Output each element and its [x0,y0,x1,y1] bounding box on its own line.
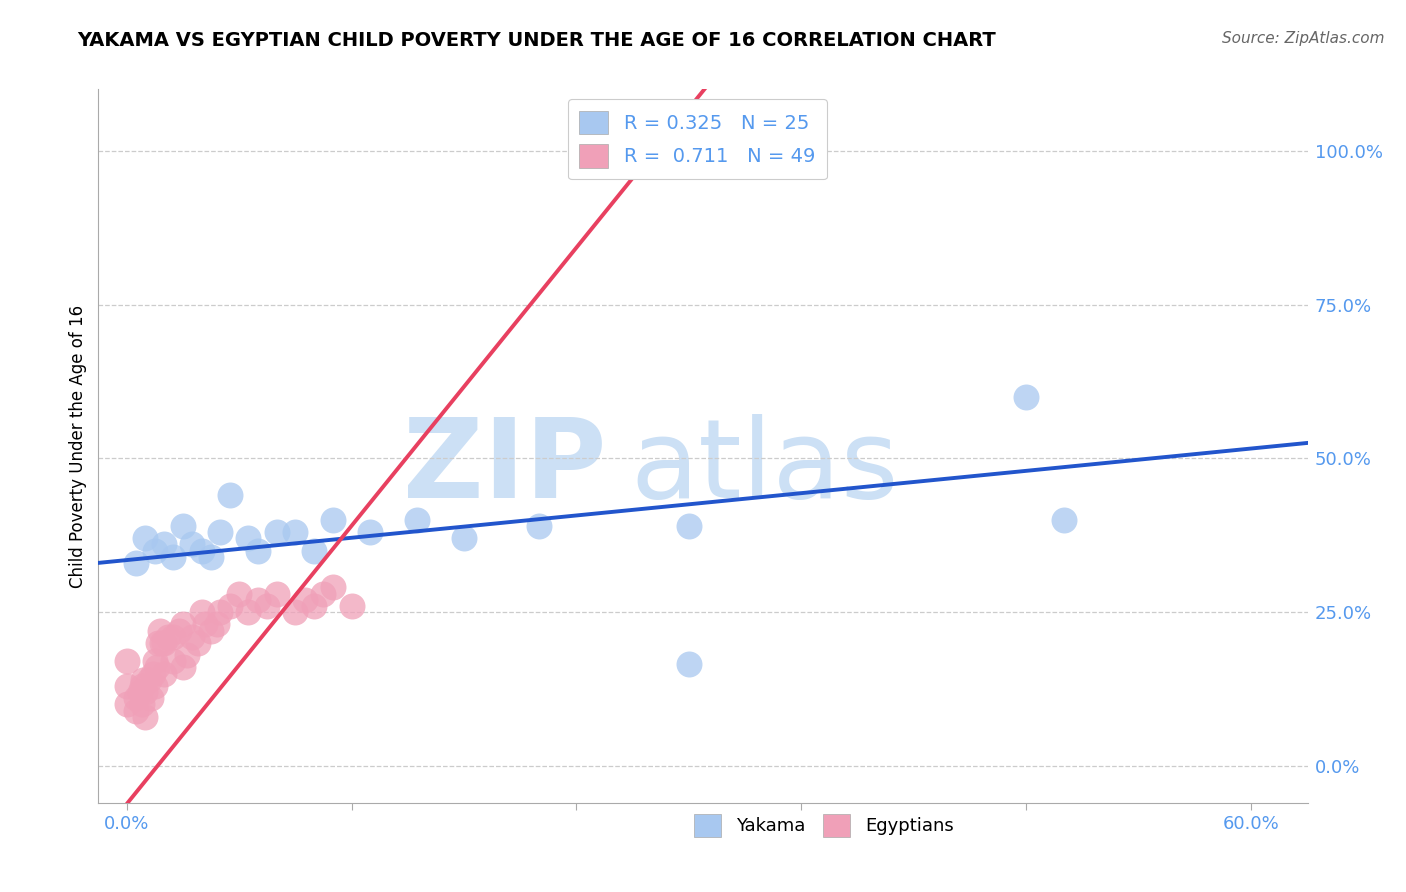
Point [149,624,172,638]
Point [200,549,222,564]
Point [312,587,335,601]
Point [172,519,194,533]
Point [200,624,222,638]
Point [167,624,190,638]
Point [115,698,138,712]
Point [302,599,325,613]
Point [145,660,167,674]
Point [134,709,156,723]
Text: Source: ZipAtlas.com: Source: ZipAtlas.com [1222,31,1385,46]
Point [153,636,176,650]
Point [228,587,250,601]
Point [266,525,288,540]
Point [187,636,209,650]
Point [134,531,156,545]
Point [194,617,217,632]
Point [266,587,288,601]
Point [209,525,232,540]
Point [162,654,184,668]
Point [284,605,307,619]
Text: ZIP: ZIP [404,414,606,521]
Point [181,630,204,644]
Point [156,630,179,644]
Point [1015,390,1038,404]
Point [322,581,344,595]
Point [218,488,240,502]
Point [322,513,344,527]
Point [238,531,260,545]
Point [218,599,240,613]
Point [125,691,148,706]
Point [131,698,153,712]
Point [153,537,176,551]
Point [143,654,166,668]
Point [181,537,204,551]
Point [678,519,700,533]
Point [294,592,316,607]
Point [172,617,194,632]
Point [131,679,153,693]
Point [527,519,550,533]
Point [340,599,363,613]
Point [125,704,148,718]
Y-axis label: Child Poverty Under the Age of 16: Child Poverty Under the Age of 16 [69,304,87,588]
Point [162,549,184,564]
Point [150,636,173,650]
Point [128,685,150,699]
Legend: Yakama, Egyptians: Yakama, Egyptians [688,807,960,844]
Point [1053,513,1076,527]
Point [678,657,700,672]
Point [162,630,184,644]
Point [125,556,148,570]
Point [406,513,429,527]
Point [132,673,155,687]
Point [238,605,260,619]
Point [134,685,156,699]
Point [734,156,756,170]
Point [190,543,212,558]
Point [143,543,166,558]
Point [190,605,212,619]
Point [115,679,138,693]
Point [205,617,228,632]
Point [246,543,269,558]
Point [142,666,165,681]
Point [172,660,194,674]
Point [148,636,170,650]
Text: YAKAMA VS EGYPTIAN CHILD POVERTY UNDER THE AGE OF 16 CORRELATION CHART: YAKAMA VS EGYPTIAN CHILD POVERTY UNDER T… [77,31,995,50]
Text: atlas: atlas [630,414,898,521]
Point [246,592,269,607]
Point [115,654,138,668]
Point [153,666,176,681]
Point [139,691,162,706]
Point [302,543,325,558]
Point [209,605,232,619]
Point [138,673,160,687]
Point [359,525,381,540]
Point [284,525,307,540]
Point [453,531,475,545]
Point [256,599,278,613]
Point [176,648,198,662]
Point [143,679,166,693]
